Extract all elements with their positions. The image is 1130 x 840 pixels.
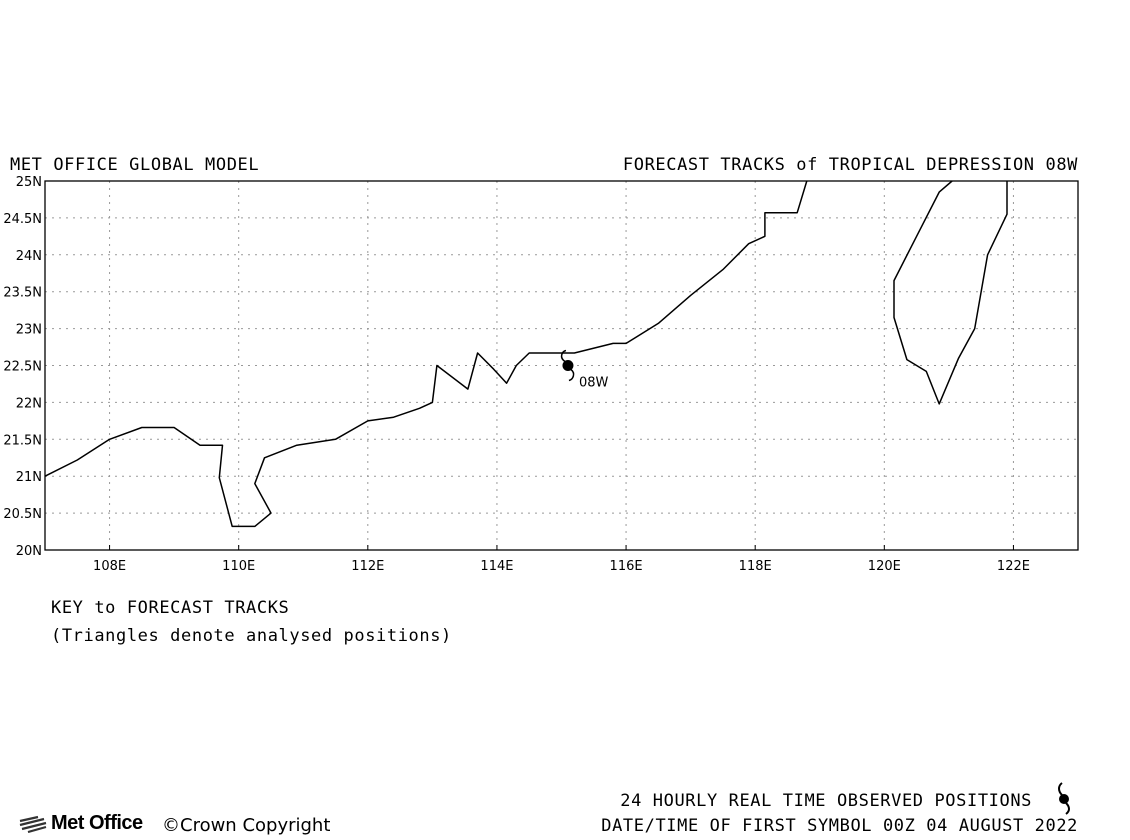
key-subtitle: (Triangles denote analysed positions) <box>51 626 452 646</box>
lat-tick-label: 22.5N <box>3 360 42 375</box>
lat-tick-label: 21.5N <box>3 433 42 448</box>
met-office-logo-text: Met Office <box>51 812 143 834</box>
lon-tick-label: 116E <box>610 559 643 574</box>
storm-marker: 08W <box>560 349 609 391</box>
lon-tick-label: 114E <box>480 559 513 574</box>
copyright-text: Crown Copyright <box>180 815 331 836</box>
coastline-taiwan <box>893 180 1008 405</box>
lon-tick-label: 108E <box>93 559 126 574</box>
coastline-mainland <box>44 180 808 528</box>
storm-name-label: 08W <box>579 376 609 391</box>
cyclone-symbol-icon <box>1058 782 1070 815</box>
axis-ticks: 20N 20.5N 21N 21.5N 22N 22.5N 23N 23.5N 24N 24.5N… <box>3 175 1030 574</box>
met-office-logo: Met Office <box>18 812 143 835</box>
lat-tick-label: 24N <box>16 249 42 264</box>
lat-tick-label: 20.5N <box>3 507 42 522</box>
storm-arm-lower <box>568 368 575 382</box>
observed-positions-label: 24 HOURLY REAL TIME OBSERVED POSITIONS <box>620 791 1032 811</box>
model-name: MET OFFICE GLOBAL MODEL <box>10 155 260 175</box>
lon-tick-label: 112E <box>351 559 384 574</box>
map-grid <box>45 181 1078 550</box>
coastline <box>44 180 1008 528</box>
lat-tick-label: 25N <box>16 175 42 190</box>
map-title: FORECAST TRACKS of TROPICAL DEPRESSION 0… <box>622 155 1078 175</box>
storm-arm-upper <box>560 349 567 363</box>
map-frame <box>44 180 1079 551</box>
lat-tick-label: 23.5N <box>3 286 42 301</box>
key-title: KEY to FORECAST TRACKS <box>51 598 290 618</box>
first-symbol-datetime: DATE/TIME OF FIRST SYMBOL 00Z 04 AUGUST … <box>601 816 1078 836</box>
copyright: ©Crown Copyright <box>162 815 330 836</box>
lat-tick-label: 23N <box>16 323 42 338</box>
met-office-logo-icon <box>19 815 47 833</box>
lon-tick-label: 120E <box>868 559 901 574</box>
lon-tick-label: 118E <box>739 559 772 574</box>
storm-position-point <box>562 360 574 371</box>
lat-tick-label: 21N <box>16 470 42 485</box>
lon-tick-label: 110E <box>222 559 255 574</box>
copyright-icon: © <box>162 815 180 836</box>
lat-tick-label: 22N <box>16 396 42 411</box>
lat-tick-label: 20N <box>16 544 42 559</box>
lon-tick-label: 122E <box>997 559 1030 574</box>
lat-tick-label: 24.5N <box>3 212 42 227</box>
